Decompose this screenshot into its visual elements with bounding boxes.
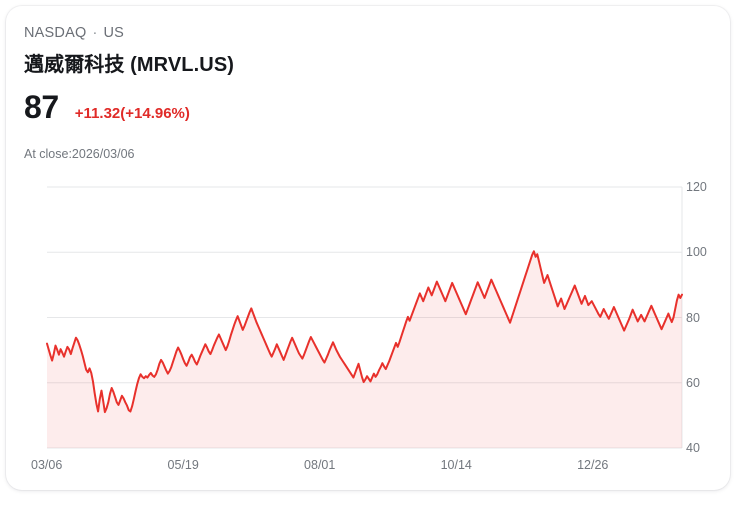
- current-price: 87: [24, 89, 59, 125]
- y-axis-tick-label: 40: [686, 441, 700, 455]
- chart-area-fill: [47, 251, 682, 448]
- separator-dot: ·: [92, 25, 98, 41]
- page-title: 邁威爾科技 (MRVL.US): [24, 54, 235, 76]
- y-axis-tick-label: 120: [686, 180, 707, 194]
- y-axis-tick-label: 100: [686, 245, 707, 260]
- x-axis-tick-label: 08/01: [304, 458, 336, 472]
- y-axis: 120 100 80 60 40: [686, 166, 730, 486]
- x-axis-tick-label: 03/06: [31, 458, 63, 472]
- x-axis-tick-label: 10/14: [440, 458, 472, 472]
- chart-line: [46, 250, 683, 414]
- x-axis-tick-label: 05/19: [167, 458, 199, 472]
- y-axis-tick-label: 60: [686, 375, 700, 390]
- x-axis-tick-label: 12/26: [577, 458, 609, 472]
- y-axis-tick-label: 80: [686, 310, 700, 325]
- price-change: +11.32(+14.96%): [74, 105, 190, 122]
- x-axis: 03/06 05/19 08/01 10/14 12/26: [6, 458, 686, 484]
- exchange-name: NASDAQ: [24, 25, 87, 41]
- region-label: US: [103, 25, 125, 41]
- price-row: 87 +11.32(+14.96%): [24, 91, 190, 123]
- stock-quote-card: NASDAQ · US 邁威爾科技 (MRVL.US) 87 +11.32(+14.…: [6, 6, 730, 490]
- chart-gridlines: [47, 186, 683, 449]
- price-chart-svg: [46, 186, 683, 449]
- at-close-note: At close:2026/03/06: [24, 147, 135, 161]
- price-chart[interactable]: 120 100 80 60 40 03/06 05/19 08/01 10/14 12/26: [6, 166, 730, 486]
- exchange-row: NASDAQ · US: [24, 25, 124, 41]
